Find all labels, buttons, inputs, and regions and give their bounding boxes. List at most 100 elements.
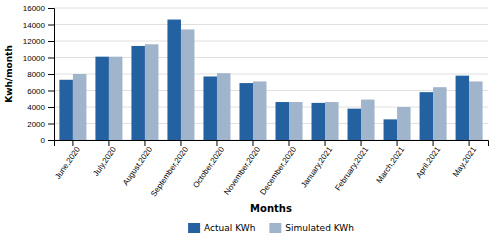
- x-tick: May,2021: [451, 140, 478, 179]
- bar: [109, 57, 123, 140]
- bar: [289, 102, 303, 140]
- bar: [95, 57, 109, 140]
- y-tick: 0: [41, 136, 54, 145]
- y-tick-label: 10000: [23, 54, 46, 63]
- x-tick-mark: [180, 140, 181, 146]
- y-tick-mark: [48, 140, 54, 141]
- y-tick: 14000: [23, 21, 54, 30]
- grid-line: [54, 8, 488, 9]
- y-tick-mark: [48, 91, 54, 92]
- y-tick: 6000: [27, 87, 54, 96]
- grid-line: [54, 24, 488, 25]
- bar: [203, 76, 217, 140]
- y-tick-label: 0: [41, 136, 46, 145]
- x-tick: December,2020: [258, 140, 298, 197]
- y-axis-title: Kwh/month: [4, 45, 14, 103]
- bar: [217, 73, 231, 140]
- bar: [433, 87, 447, 140]
- y-tick: 2000: [27, 120, 54, 129]
- y-tick-label: 16000: [23, 4, 46, 13]
- bar: [325, 102, 339, 140]
- y-tick-label: 8000: [27, 70, 45, 79]
- y-tick: 8000: [27, 70, 54, 79]
- chart: 0 2000 4000 6000 8000 10000 12000 14000 16000 Jun…: [0, 0, 500, 248]
- bar: [131, 46, 145, 140]
- y-tick-mark: [48, 25, 54, 26]
- x-axis-line: [55, 141, 489, 147]
- bar: [276, 102, 290, 140]
- y-tick-mark: [48, 41, 54, 42]
- bar: [145, 44, 159, 140]
- y-tick: 12000: [23, 37, 54, 46]
- bars: [59, 20, 482, 140]
- legend-swatch: [269, 223, 281, 233]
- x-tick-label: November,2020: [222, 145, 262, 197]
- x-tick-label: May,2021: [451, 145, 478, 179]
- bar: [469, 81, 483, 140]
- x-tick: April,2021: [414, 140, 442, 180]
- grid-line: [54, 41, 488, 42]
- y-tick: 16000: [23, 4, 54, 13]
- y-axis: 0 2000 4000 6000 8000 10000 12000 14000 16000: [23, 4, 55, 145]
- bar-series: [59, 20, 469, 140]
- y-tick: 10000: [23, 54, 54, 63]
- x-tick-mark: [144, 140, 145, 146]
- x-axis: June,2020July,2020August,2020September,2…: [53, 140, 488, 198]
- bar: [420, 92, 434, 140]
- x-axis-title: Months: [250, 203, 292, 214]
- legend-label: Actual KWh: [204, 223, 255, 233]
- y-tick-label: 2000: [27, 120, 45, 129]
- bar: [384, 119, 398, 140]
- x-tick-mark: [397, 140, 398, 146]
- bar: [397, 107, 411, 140]
- x-tick-label: August,2020: [121, 145, 154, 187]
- x-tick-mark: [469, 140, 470, 146]
- y-tick-mark: [48, 74, 54, 75]
- y-tick-mark: [48, 8, 54, 9]
- x-tick-mark: [361, 140, 362, 146]
- x-tick-mark: [252, 140, 253, 146]
- legend-label: Simulated KWh: [285, 223, 354, 233]
- x-tick-label: January,2021: [299, 145, 334, 190]
- x-tick: January,2021: [299, 140, 334, 190]
- x-tick-mark: [108, 140, 109, 146]
- bar: [239, 83, 253, 140]
- x-tick-mark: [325, 140, 326, 146]
- y-tick-mark: [48, 107, 54, 108]
- x-tick: March,2021: [375, 140, 407, 185]
- x-tick: October,2020: [191, 140, 226, 190]
- bar: [253, 81, 267, 140]
- bar: [312, 103, 326, 140]
- x-tick-label: July,2020: [91, 145, 118, 178]
- x-tick: November,2020: [222, 140, 262, 197]
- bar-series: [73, 29, 483, 140]
- y-tick-label: 14000: [23, 21, 46, 30]
- bar: [73, 74, 87, 140]
- y-tick-label: 4000: [27, 103, 45, 112]
- bar: [181, 29, 195, 140]
- grid: [54, 8, 488, 140]
- bar: [59, 80, 73, 140]
- y-tick-label: 12000: [23, 37, 46, 46]
- bar: [167, 20, 181, 140]
- y-axis-line: [48, 9, 55, 141]
- y-tick-label: 6000: [27, 87, 45, 96]
- x-tick: February,2021: [333, 140, 370, 192]
- legend-item: Actual KWh: [188, 223, 255, 233]
- bar: [456, 76, 470, 140]
- legend: Actual KWh Simulated KWh: [188, 223, 354, 233]
- x-tick-mark: [289, 140, 290, 146]
- x-tick: July,2020: [91, 140, 118, 178]
- x-tick: June,2020: [53, 140, 82, 181]
- x-tick-label: April,2021: [414, 145, 442, 180]
- x-tick-label: March,2021: [375, 145, 407, 185]
- x-tick-label: October,2020: [191, 145, 226, 190]
- plot: 0 2000 4000 6000 8000 10000 12000 14000 16000 Jun…: [4, 4, 489, 214]
- y-tick-mark: [48, 58, 54, 59]
- legend-item: Simulated KWh: [269, 223, 354, 233]
- x-tick-label: June,2020: [53, 145, 82, 181]
- x-tick-mark: [72, 140, 73, 146]
- x-tick: August,2020: [121, 140, 154, 187]
- x-tick-mark: [433, 140, 434, 146]
- x-tick-mark: [216, 140, 217, 146]
